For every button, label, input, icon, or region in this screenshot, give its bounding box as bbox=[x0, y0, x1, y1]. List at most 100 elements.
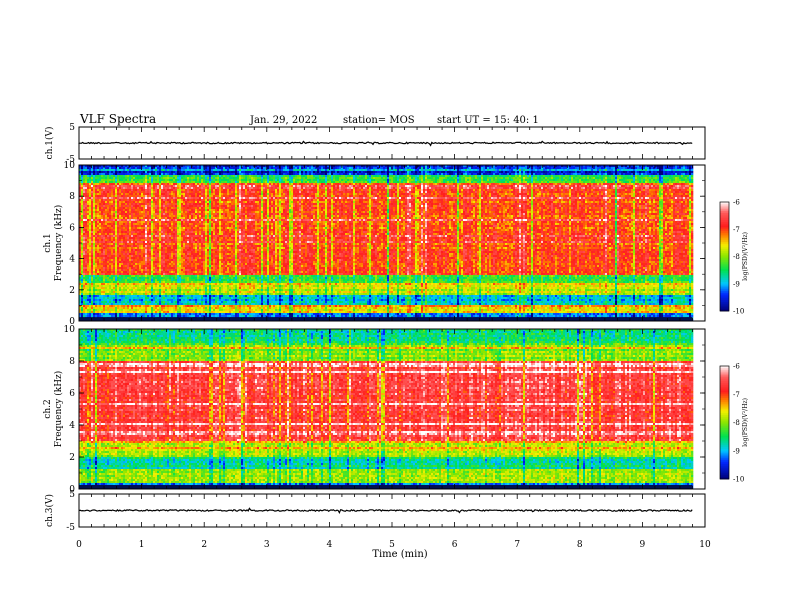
spectrogram-cell bbox=[633, 169, 635, 171]
spectrogram-cell bbox=[419, 167, 421, 169]
spectrogram-cell bbox=[369, 167, 371, 169]
spectrogram-cell bbox=[581, 167, 583, 169]
spectrogram-cell bbox=[523, 169, 525, 171]
spectrogram-cell bbox=[605, 167, 607, 169]
spectrogram-cell bbox=[277, 169, 279, 171]
spectrogram-cell bbox=[97, 169, 99, 171]
spectrogram-cell bbox=[293, 167, 295, 169]
spectrogram-cell bbox=[583, 169, 585, 171]
spectrogram-cell bbox=[355, 169, 357, 171]
spectrogram-cell bbox=[367, 169, 369, 171]
spectrogram-cell bbox=[163, 169, 165, 171]
header-date: Jan. 29, 2022 bbox=[249, 115, 317, 126]
spectrogram-cell bbox=[133, 169, 135, 171]
spectrogram-cell bbox=[347, 167, 349, 169]
spectrogram-cell bbox=[213, 169, 215, 171]
spectrogram-cell bbox=[373, 169, 375, 171]
spectrogram-cell bbox=[681, 167, 683, 169]
spectrogram-cell bbox=[363, 167, 365, 169]
spectrogram-cell bbox=[349, 169, 351, 171]
spectrogram-cell bbox=[575, 167, 577, 169]
spectrogram-cell bbox=[259, 169, 261, 171]
spectrogram-cell bbox=[663, 167, 665, 169]
spectrogram-cell bbox=[353, 169, 355, 171]
spectrogram-cell bbox=[359, 169, 361, 171]
spectrogram-cell bbox=[531, 167, 533, 169]
spectrogram-cell bbox=[405, 167, 407, 169]
spectrogram-cell bbox=[375, 169, 377, 171]
spectrogram-cell bbox=[607, 169, 609, 171]
spectrogram-cell bbox=[425, 169, 427, 171]
spectrogram-cell bbox=[673, 167, 675, 169]
spectrogram-cell bbox=[451, 167, 453, 169]
spectrogram-cell bbox=[621, 167, 623, 169]
spectrogram-cell bbox=[339, 167, 341, 169]
spectrogram-cell bbox=[363, 169, 365, 171]
spectrogram-cell bbox=[497, 167, 499, 169]
spectrogram-cell bbox=[467, 169, 469, 171]
spectrogram-cell bbox=[483, 167, 485, 169]
spectrogram-cell bbox=[543, 169, 545, 171]
spectrogram-cell bbox=[205, 169, 207, 171]
spectrogram-cell bbox=[513, 167, 515, 169]
spectrogram-cell bbox=[635, 167, 637, 169]
spectrogram-cell bbox=[471, 169, 473, 171]
spectrogram-cell bbox=[475, 169, 477, 171]
spectrogram-cell bbox=[183, 167, 185, 169]
spectrogram-cell bbox=[559, 169, 561, 171]
spectrogram-cell bbox=[139, 167, 141, 169]
spectrogram-cell bbox=[207, 167, 209, 169]
spectrogram-cell bbox=[175, 169, 177, 171]
spectrogram-cell bbox=[537, 167, 539, 169]
spectrogram-cell bbox=[379, 169, 381, 171]
spectrogram-cell bbox=[355, 167, 357, 169]
spectrogram-cell bbox=[409, 167, 411, 169]
spectrogram-cell bbox=[385, 167, 387, 169]
spectrogram-cell bbox=[585, 167, 587, 169]
spectrogram-cell bbox=[357, 169, 359, 171]
spectrogram-cell bbox=[405, 169, 407, 171]
spectrogram-cell bbox=[485, 167, 487, 169]
spectrogram-cell bbox=[311, 167, 313, 169]
spectrogram-cell bbox=[319, 169, 321, 171]
spectrogram-cell bbox=[569, 169, 571, 171]
spectrogram-cell bbox=[211, 169, 213, 171]
ch1-spectrogram-panel: 0246810ch.1Frequency (kHz) bbox=[43, 161, 705, 327]
spectrogram-cell bbox=[589, 167, 591, 169]
spectrogram-cell bbox=[671, 167, 673, 169]
spectrogram-cell bbox=[573, 167, 575, 169]
spectrogram-cell bbox=[163, 167, 165, 169]
spectrogram-cell bbox=[219, 169, 221, 171]
spectrogram-cell bbox=[445, 169, 447, 171]
spectrogram-cell bbox=[119, 167, 121, 169]
spectrogram-cell bbox=[285, 167, 287, 169]
spectrogram-cell bbox=[151, 167, 153, 169]
spectrogram-cell bbox=[593, 167, 595, 169]
spectrogram-cell bbox=[231, 169, 233, 171]
spectrogram-cell bbox=[217, 169, 219, 171]
spectrogram-cell bbox=[543, 167, 545, 169]
spectrogram-cell bbox=[475, 167, 477, 169]
spectrogram-cell bbox=[559, 167, 561, 169]
spectrogram-cell bbox=[511, 167, 513, 169]
spectrogram-cell bbox=[221, 169, 223, 171]
spectrogram-cell bbox=[97, 167, 99, 169]
spectrogram-cell bbox=[81, 169, 83, 171]
spectrogram-cell bbox=[449, 167, 451, 169]
spectrogram-cell bbox=[457, 167, 459, 169]
spectrogram-cell bbox=[341, 169, 343, 171]
spectrogram-cell bbox=[485, 169, 487, 171]
spectrogram-cell bbox=[621, 169, 623, 171]
spectrogram-cell bbox=[313, 169, 315, 171]
spectrogram-cell bbox=[597, 167, 599, 169]
spectrogram-cell bbox=[247, 167, 249, 169]
spectrogram-cell bbox=[585, 169, 587, 171]
spectrogram-cell bbox=[361, 167, 363, 169]
spectrogram-cell bbox=[479, 169, 481, 171]
spectrogram-cell bbox=[135, 169, 137, 171]
spectrogram-cell bbox=[389, 167, 391, 169]
spectrogram-cell bbox=[241, 169, 243, 171]
spectrogram-cell bbox=[531, 169, 533, 171]
spectrogram-cell bbox=[459, 169, 461, 171]
spectrogram-cell bbox=[643, 167, 645, 169]
